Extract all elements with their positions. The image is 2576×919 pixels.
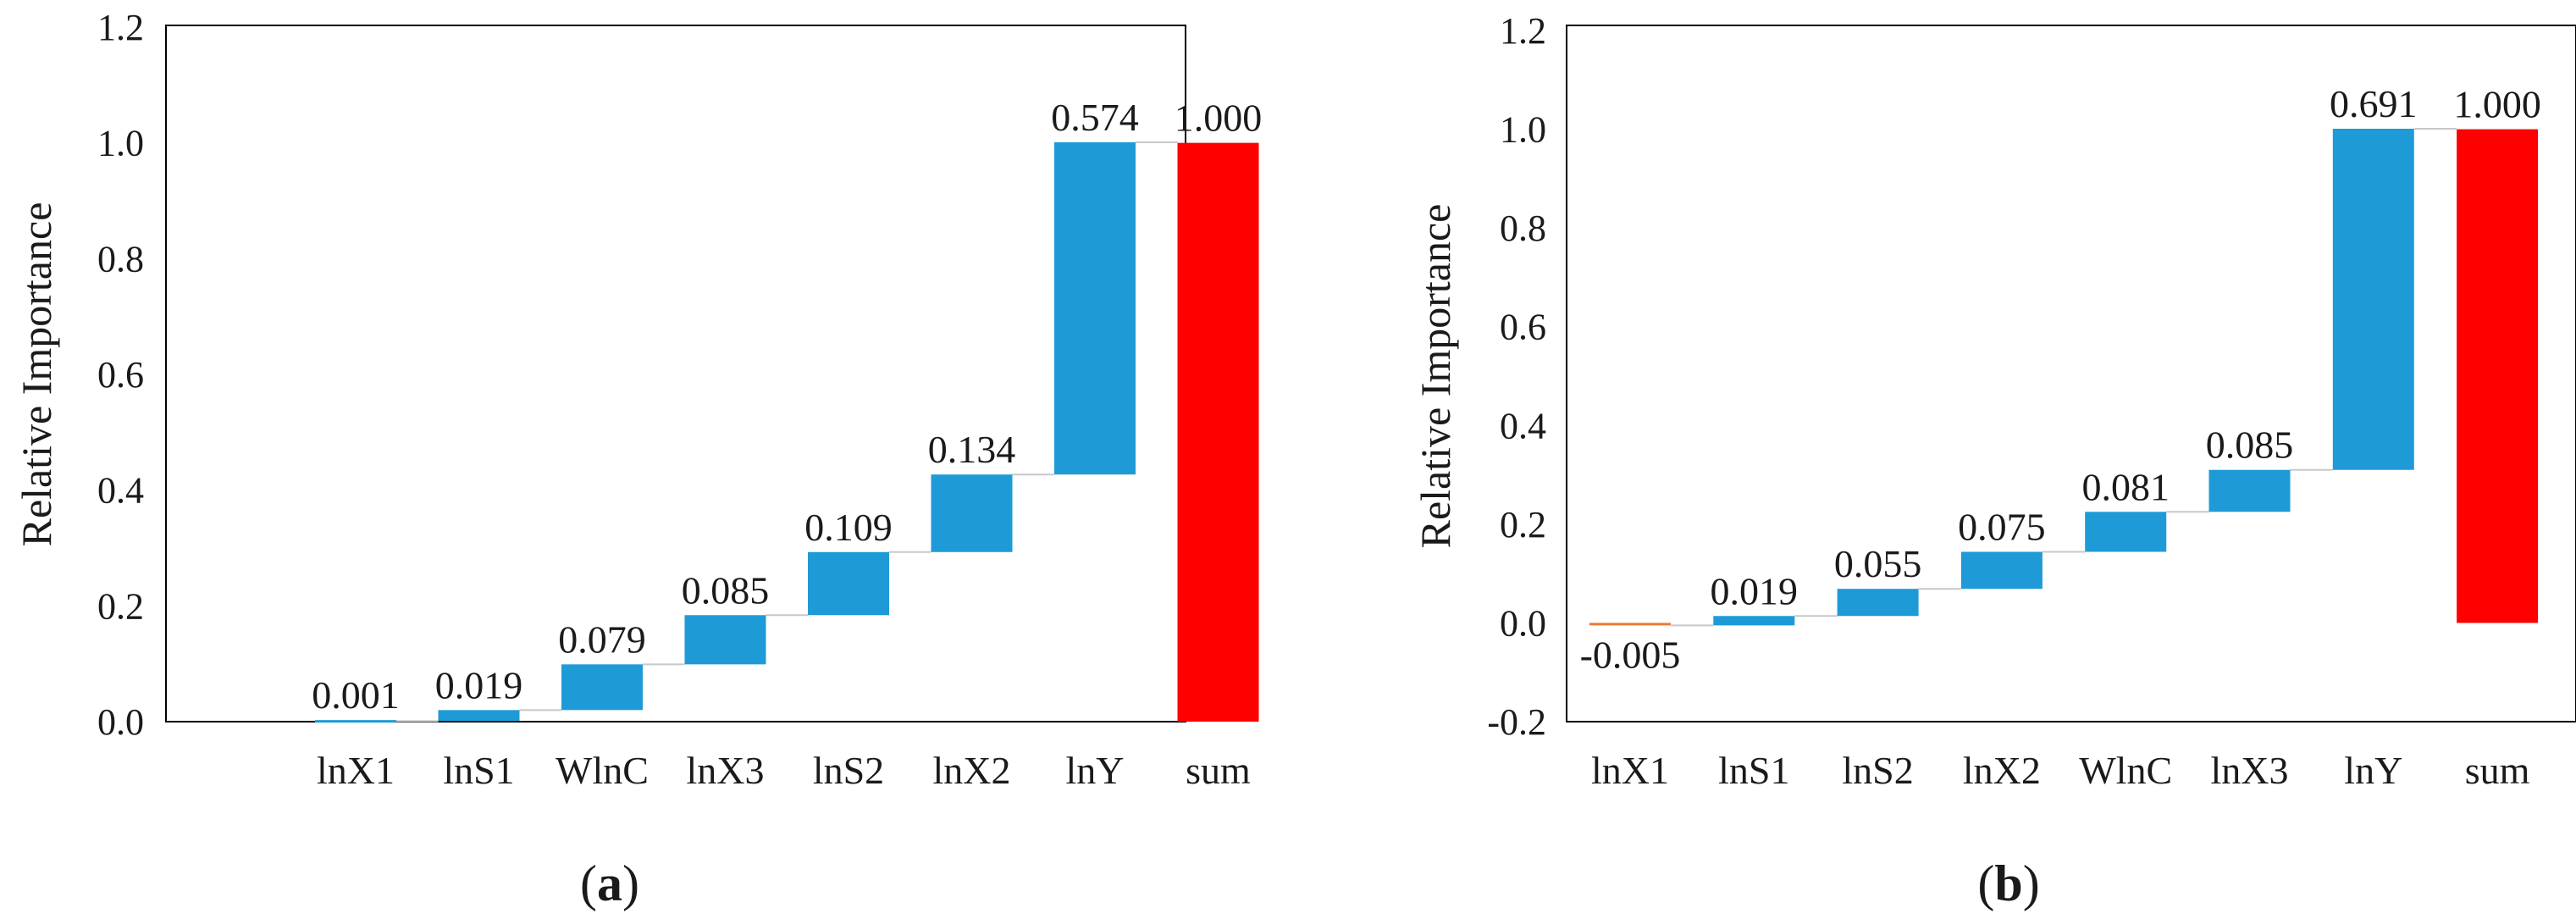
panel-b-ytick-label: -0.2: [1487, 701, 1546, 743]
panel-b-ytick-label: 0.6: [1500, 307, 1546, 348]
panel-b-category-label: lnX3: [2211, 749, 2289, 792]
panel-b-bar-lnx1: [1589, 623, 1671, 626]
panel-a-category-label: sum: [1186, 749, 1251, 792]
panel-b-category-label: lnS1: [1718, 749, 1789, 792]
panel-a-value-label: 0.079: [558, 617, 646, 661]
panel-a-bar-sum: [1177, 142, 1259, 722]
panel-a-value-label: 0.001: [312, 673, 400, 717]
panel-a-category-label: WlnC: [556, 749, 649, 792]
panel-a-ytick-label: 1.2: [97, 7, 144, 48]
panel-a-value-label: 0.574: [1051, 96, 1139, 139]
panel-a-category-label: lnX3: [687, 749, 765, 792]
panel-b-chart: -0.2 0.0 0.2 0.4 0.6 0.8 1.0 1.2 Relative Import…: [1412, 10, 2576, 911]
panel-a-value-label: 1.000: [1175, 97, 1263, 140]
panel-b-ytick-label: 0.2: [1500, 504, 1546, 545]
panel-a-bar-lnx1: [315, 720, 396, 723]
panel-a-bar-lny: [1054, 141, 1136, 475]
panel-b-bar-lns1: [1713, 616, 1795, 626]
panel-a-category-label: lnX1: [317, 749, 395, 792]
panel-b-value-label: -0.005: [1580, 633, 1681, 676]
panel-a-chart: 0.0 0.2 0.4 0.6 0.8 1.0 1.2 Relative Importance…: [13, 7, 1262, 911]
panel-b-bar-sum: [2457, 129, 2539, 623]
panel-b-ytick-label: 0.4: [1500, 405, 1546, 446]
panel-b-value-label: 0.691: [2330, 82, 2418, 125]
panel-a-ytick-label: 0.2: [97, 585, 144, 627]
panel-a-bar-lns1: [438, 710, 520, 722]
panel-b-caption-label: (b): [1977, 855, 2039, 911]
panel-a-value-label: 0.134: [928, 428, 1016, 471]
panel-b-ytick-label: 0.8: [1500, 208, 1546, 249]
panel-a-bar-lnx2: [931, 474, 1013, 552]
panel-a-ytick-label: 0.4: [97, 470, 144, 512]
panel-b-ytick-label: 1.2: [1500, 10, 1546, 52]
panel-a-caption-label: (a): [580, 855, 639, 911]
panel-a-category-label: lnY: [1066, 749, 1125, 792]
panel-a-bar-lnx3: [684, 615, 766, 665]
panel-b-bar-lnx3: [2208, 469, 2291, 512]
panel-b-category-label: lnY: [2344, 749, 2402, 792]
panel-b-value-label: 0.085: [2206, 424, 2294, 467]
panel-b-value-label: 1.000: [2453, 83, 2541, 126]
panel-a-category-label: lnX2: [933, 749, 1011, 792]
panel-a-value-label: 0.109: [804, 506, 893, 549]
panel-a-value-label: 0.085: [682, 568, 770, 612]
panel-b-value-label: 0.075: [1958, 505, 2046, 548]
panel-b-ytick-label: 1.0: [1500, 109, 1546, 151]
panel-b-bar-lns2: [1837, 589, 1919, 617]
panel-b-value-label: 0.081: [2081, 465, 2170, 508]
panel-a-ytick-label: 0.8: [97, 238, 144, 280]
panel-a-y-axis-title: Relative Importance: [13, 202, 60, 547]
panel-a-ytick-label: 0.6: [97, 354, 144, 396]
panel-b-bar-lnx2: [1960, 551, 2043, 590]
panel-b-ytick-label: 0.0: [1500, 602, 1546, 644]
panel-b-y-axis-title: Relative Importance: [1412, 204, 1459, 549]
panel-b-category-label: WlnC: [2079, 749, 2172, 792]
panel-a-plot-frame: [165, 25, 1186, 722]
panel-b-value-label: 0.055: [1834, 542, 1922, 585]
panel-a-ytick-label: 1.0: [97, 123, 144, 164]
panel-a-bar-lns2: [808, 551, 889, 616]
panel-a-category-label: lnS1: [443, 749, 514, 792]
panel-b-category-label: sum: [2465, 749, 2530, 792]
panel-a-category-label: lnS2: [813, 749, 884, 792]
panel-b-value-label: 0.019: [1711, 569, 1799, 612]
panel-b-category-label: lnX2: [1963, 749, 2041, 792]
panel-b-plot-frame: [1566, 25, 2576, 722]
panel-b-category-label: lnX1: [1591, 749, 1669, 792]
panel-b-bar-lny: [2332, 128, 2414, 470]
panel-b-bar-wlnc: [2085, 512, 2167, 552]
panel-a-bar-wlnc: [561, 664, 643, 711]
panel-a-ytick-label: 0.0: [97, 701, 144, 743]
panel-a-value-label: 0.019: [435, 663, 523, 706]
panel-b-category-label: lnS2: [1842, 749, 1913, 792]
